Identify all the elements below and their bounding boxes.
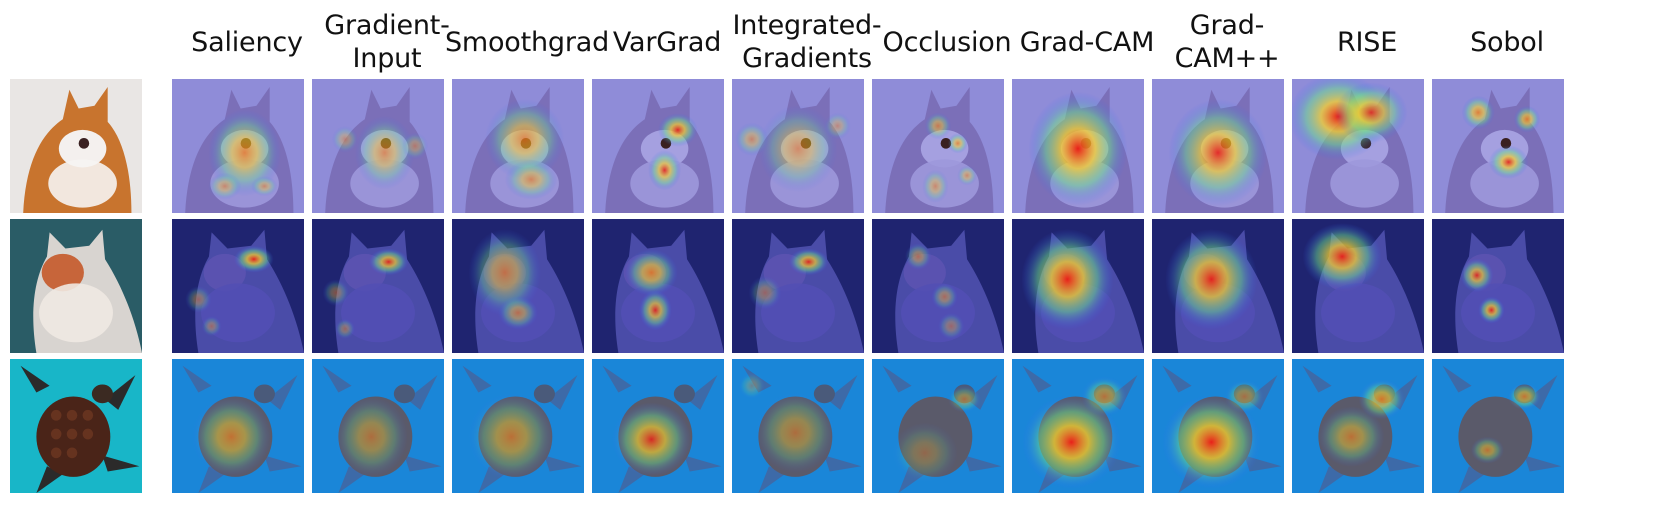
- heatmap-sobol-fox: [1432, 79, 1564, 213]
- heatmap-sobol-sea-turtle: [1432, 359, 1564, 493]
- method-header-rise: RISE: [1336, 26, 1398, 58]
- original-image-fox: [10, 79, 142, 213]
- method-header-vargrad: VarGrad: [612, 26, 722, 58]
- heatmap-integrated-gradients-cat: [732, 219, 864, 353]
- heatmap-grad-cam-fox: [1012, 79, 1144, 213]
- heatmap-smoothgrad-sea-turtle: [452, 359, 584, 493]
- method-header-sobol: Sobol: [1470, 26, 1544, 58]
- heatmap-rise-sea-turtle: [1292, 359, 1424, 493]
- heatmap-sobol-cat: [1432, 219, 1564, 353]
- original-image-sea-turtle: [10, 359, 142, 493]
- heatmap-vargrad-sea-turtle: [592, 359, 724, 493]
- heatmap-saliency-fox: [172, 79, 304, 213]
- heatmap-saliency-sea-turtle: [172, 359, 304, 493]
- method-header-gradient-input: Gradient- Input: [324, 10, 450, 74]
- heatmap-gradient-input-cat: [312, 219, 444, 353]
- method-header-saliency: Saliency: [191, 26, 303, 58]
- heatmap-grad-cam-sea-turtle: [1012, 359, 1144, 493]
- heatmap-gradient-input-fox: [312, 79, 444, 213]
- heatmap-vargrad-fox: [592, 79, 724, 213]
- heatmap-grad-cam-plus-plus-cat: [1152, 219, 1284, 353]
- heatmap-rise-fox: [1292, 79, 1424, 213]
- heatmap-smoothgrad-cat: [452, 219, 584, 353]
- heatmap-integrated-gradients-fox: [732, 79, 864, 213]
- heatmap-occlusion-fox: [872, 79, 1004, 213]
- method-header-integrated-gradients: Integrated- Gradients: [732, 10, 882, 74]
- method-header-occlusion: Occlusion: [882, 26, 1012, 58]
- heatmap-gradient-input-sea-turtle: [312, 359, 444, 493]
- heatmap-occlusion-sea-turtle: [872, 359, 1004, 493]
- heatmap-grad-cam-plus-plus-fox: [1152, 79, 1284, 213]
- method-header-grad-cam-plus-plus: Grad- CAM++: [1174, 10, 1280, 74]
- heatmap-grad-cam-cat: [1012, 219, 1144, 353]
- heatmap-saliency-cat: [172, 219, 304, 353]
- heatmap-integrated-gradients-sea-turtle: [732, 359, 864, 493]
- heatmap-smoothgrad-fox: [452, 79, 584, 213]
- method-header-grad-cam: Grad-CAM: [1019, 26, 1155, 58]
- heatmap-occlusion-cat: [872, 219, 1004, 353]
- heatmap-vargrad-cat: [592, 219, 724, 353]
- original-image-cat: [10, 219, 142, 353]
- heatmap-rise-cat: [1292, 219, 1424, 353]
- method-header-smoothgrad: Smoothgrad: [444, 26, 610, 58]
- heatmap-grad-cam-plus-plus-sea-turtle: [1152, 359, 1284, 493]
